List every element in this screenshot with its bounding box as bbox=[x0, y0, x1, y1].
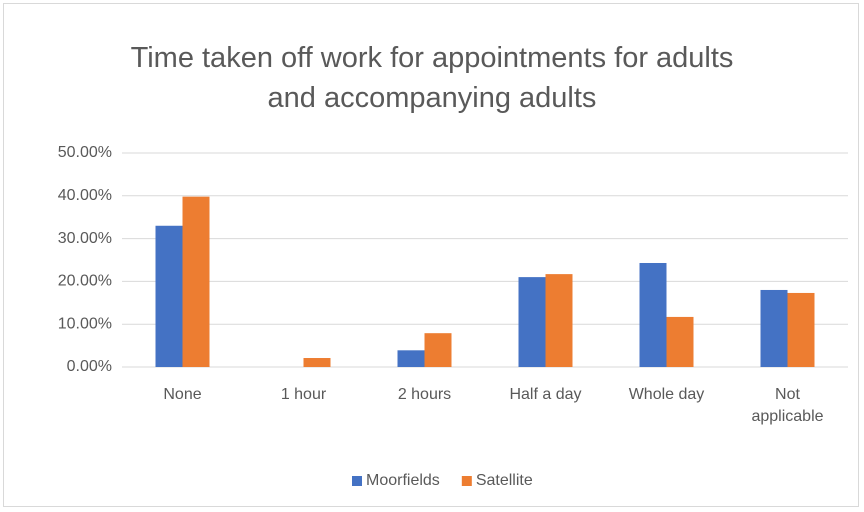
legend-label: Moorfields bbox=[366, 472, 440, 489]
bar bbox=[182, 196, 210, 367]
legend-swatch bbox=[461, 476, 472, 486]
bar bbox=[639, 262, 667, 367]
bar bbox=[303, 358, 331, 367]
x-tick-label: None bbox=[163, 386, 202, 403]
bar bbox=[760, 289, 788, 367]
x-tick-label: 2 hours bbox=[397, 386, 452, 403]
bar bbox=[666, 316, 694, 367]
y-tick-label: 40.00% bbox=[58, 187, 112, 204]
bar bbox=[545, 274, 573, 367]
bar bbox=[787, 292, 815, 367]
y-tick-label: 0.00% bbox=[67, 358, 112, 375]
chart-border bbox=[3, 3, 859, 507]
x-tick-label: Whole day bbox=[628, 386, 705, 403]
y-tick-label: 10.00% bbox=[58, 315, 112, 332]
legend-swatch bbox=[352, 476, 362, 486]
y-tick-label: 50.00% bbox=[58, 144, 112, 161]
bar bbox=[518, 277, 546, 367]
x-tick-label: Half a day bbox=[509, 386, 582, 403]
x-tick-label: Not applicable bbox=[751, 386, 824, 425]
y-tick-label: 20.00% bbox=[58, 273, 112, 290]
chart-title: Time taken off work for appointments for… bbox=[130, 42, 734, 114]
legend-label: Satellite bbox=[476, 472, 533, 489]
bar bbox=[424, 333, 452, 367]
bar bbox=[397, 350, 425, 367]
y-tick-label: 30.00% bbox=[58, 230, 112, 247]
bar bbox=[155, 225, 183, 367]
x-tick-label: 1 hour bbox=[280, 386, 327, 403]
